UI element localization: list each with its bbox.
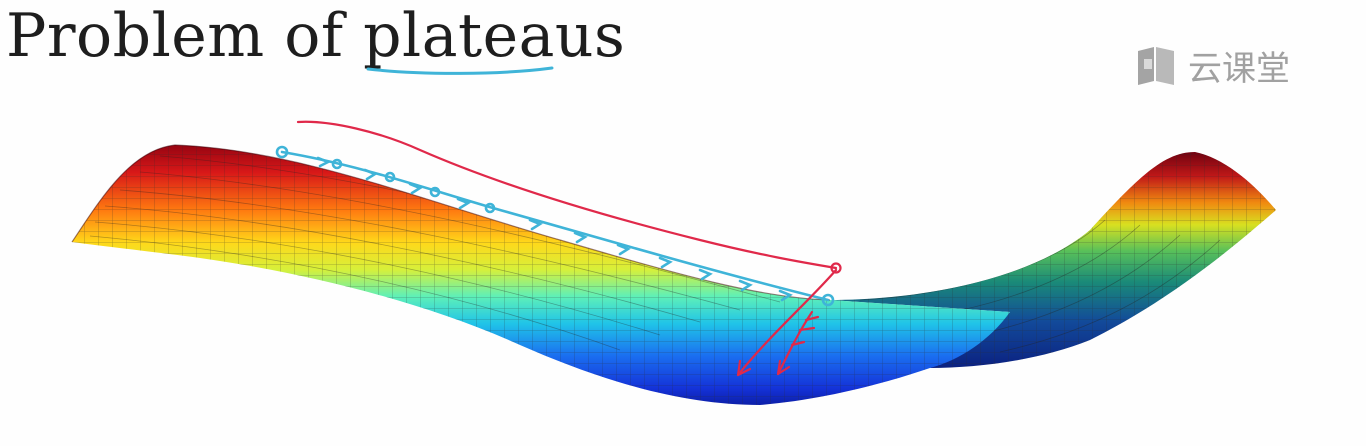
- surface-main-segment: [71, 144, 1010, 405]
- plateau-annotation: [296, 120, 842, 377]
- loss-surface-plot: [71, 120, 1276, 405]
- watermark-text: 云课堂: [1188, 48, 1290, 89]
- slide-title: Problem of plateaus: [6, 1, 626, 71]
- gradient-descent-path: [275, 145, 835, 307]
- book-icon: [1138, 47, 1174, 85]
- watermark: 云课堂: [1134, 38, 1290, 92]
- title-underline-annotation: [366, 66, 554, 75]
